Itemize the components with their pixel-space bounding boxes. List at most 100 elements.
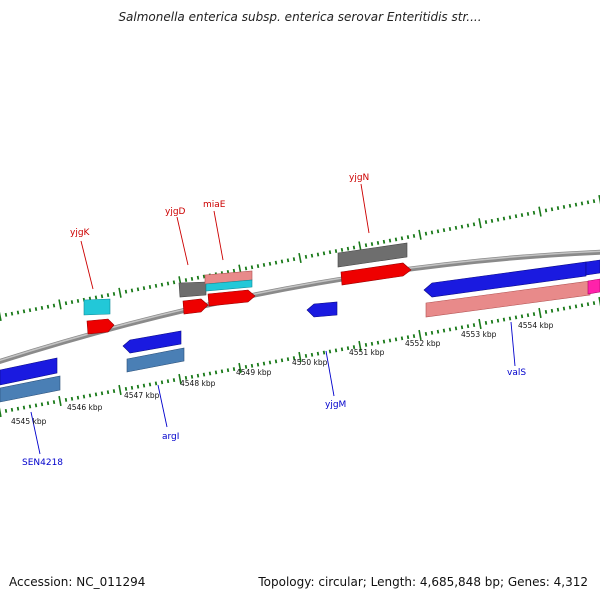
minor-tick xyxy=(130,385,134,390)
gene-label-yjgM[interactable]: yjgM xyxy=(325,400,346,410)
minor-tick xyxy=(454,326,458,331)
minor-tick xyxy=(100,391,104,396)
major-tick xyxy=(478,318,482,330)
argI-leader xyxy=(157,384,168,428)
minor-tick xyxy=(466,223,470,228)
minor-tick xyxy=(562,306,566,311)
valS-leader xyxy=(510,321,516,367)
minor-tick xyxy=(520,213,524,218)
minor-tick xyxy=(286,357,290,362)
minor-tick xyxy=(88,393,92,398)
minor-tick xyxy=(382,239,386,244)
minor-tick xyxy=(304,353,308,358)
magenta-feature[interactable] xyxy=(587,278,600,295)
minor-tick xyxy=(574,304,578,309)
minor-tick xyxy=(310,352,314,357)
gene-SEN4218-cds[interactable] xyxy=(0,357,58,386)
minor-tick xyxy=(592,301,596,306)
gene-argI-cds[interactable] xyxy=(122,330,182,354)
minor-tick xyxy=(172,378,176,383)
minor-tick xyxy=(160,282,164,287)
minor-tick xyxy=(94,392,98,397)
gene-yjgK-cds[interactable] xyxy=(86,318,115,335)
minor-tick xyxy=(382,339,386,344)
minor-tick xyxy=(4,408,8,413)
minor-tick xyxy=(70,396,74,401)
minor-tick xyxy=(550,308,554,313)
minor-tick xyxy=(256,264,260,269)
gene-yjgK-feature[interactable] xyxy=(83,298,111,316)
minor-tick xyxy=(340,247,344,252)
minor-tick xyxy=(448,327,452,332)
gene-yjgM-cds[interactable] xyxy=(306,301,338,318)
scale-label: 4545 kbp xyxy=(11,417,47,426)
minor-tick xyxy=(160,380,164,385)
minor-tick xyxy=(562,205,566,209)
minor-tick xyxy=(184,278,188,282)
gene-yjgN-cds[interactable] xyxy=(340,262,412,286)
minor-tick xyxy=(364,243,368,248)
minor-tick xyxy=(124,289,128,294)
minor-tick xyxy=(40,305,44,310)
minor-tick xyxy=(526,211,530,216)
genome-backbone xyxy=(0,249,600,365)
gene-label-valS[interactable]: valS xyxy=(507,368,526,378)
minor-tick xyxy=(112,292,116,296)
gene-label-argI[interactable]: argI xyxy=(162,432,179,442)
gene-yjgN-feature[interactable] xyxy=(337,242,408,268)
minor-tick xyxy=(226,368,230,373)
minor-tick xyxy=(172,280,176,285)
minor-tick xyxy=(136,287,140,292)
minor-tick xyxy=(232,268,236,273)
minor-tick xyxy=(16,406,20,411)
minor-tick xyxy=(292,356,296,361)
gene-argI-feature[interactable] xyxy=(126,347,185,373)
major-tick xyxy=(0,311,2,322)
minor-tick xyxy=(544,309,548,314)
minor-tick xyxy=(112,389,116,394)
minor-tick xyxy=(574,202,578,207)
minor-tick xyxy=(250,265,254,270)
gene-SEN4218-feature[interactable] xyxy=(0,375,61,403)
gene-miaE-cyan-feature[interactable] xyxy=(205,279,253,292)
gene-label-miaE[interactable]: miaE xyxy=(203,200,226,210)
minor-tick xyxy=(508,215,512,220)
minor-tick xyxy=(40,402,44,407)
major-tick xyxy=(118,384,122,396)
minor-tick xyxy=(556,307,560,312)
minor-tick xyxy=(202,372,206,377)
gene-yjgD-cds[interactable] xyxy=(182,298,209,315)
minor-tick xyxy=(154,283,158,288)
minor-tick xyxy=(460,325,464,330)
minor-tick xyxy=(280,259,284,264)
inner-tick-ring xyxy=(0,296,600,418)
minor-tick xyxy=(532,210,536,215)
gene-label-yjgK[interactable]: yjgK xyxy=(70,228,91,238)
minor-tick xyxy=(10,311,14,316)
gene-yjgD-feature[interactable] xyxy=(178,281,207,298)
minor-tick xyxy=(256,362,260,367)
minor-tick xyxy=(250,363,254,368)
minor-tick xyxy=(106,390,110,395)
minor-tick xyxy=(28,308,32,313)
gene-valS-next-cds[interactable] xyxy=(585,259,600,276)
scale-label: 4551 kbp xyxy=(349,348,385,357)
gene-valS-feature[interactable] xyxy=(425,280,591,318)
minor-tick xyxy=(262,263,266,267)
minor-tick xyxy=(472,222,476,227)
gene-miaE-cds[interactable] xyxy=(207,289,256,307)
gene-label-SEN4218[interactable]: SEN4218 xyxy=(22,458,63,468)
minor-tick xyxy=(46,304,50,309)
minor-tick xyxy=(274,359,278,364)
minor-tick xyxy=(34,403,38,408)
minor-tick xyxy=(454,225,458,230)
scale-label: 4549 kbp xyxy=(236,368,272,377)
gene-label-yjgN[interactable]: yjgN xyxy=(349,173,369,183)
minor-tick xyxy=(556,206,560,211)
scale-label: 4546 kbp xyxy=(67,403,103,412)
minor-tick xyxy=(490,319,494,324)
SEN4218-leader xyxy=(30,411,41,455)
gene-label-yjgD[interactable]: yjgD xyxy=(165,207,186,217)
minor-tick xyxy=(334,249,338,253)
